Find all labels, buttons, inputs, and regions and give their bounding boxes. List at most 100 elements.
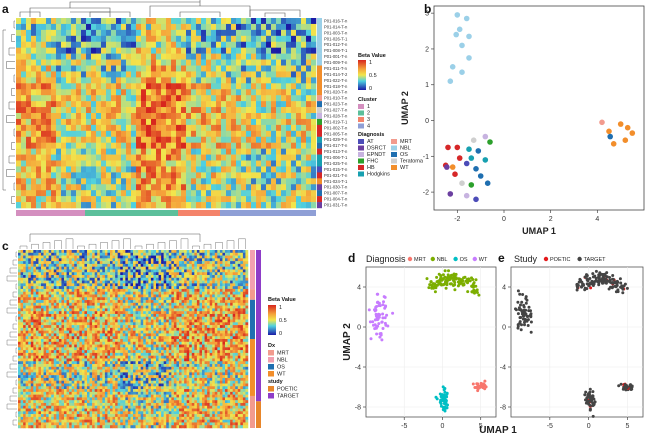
heatmap-cell — [71, 107, 77, 114]
heatmap-cell — [140, 311, 144, 315]
heatmap-cell — [38, 286, 42, 290]
heatmap-cell — [141, 47, 147, 54]
heatmap-cell — [61, 275, 65, 279]
heatmap-cell — [69, 277, 72, 281]
heatmap-cell — [230, 313, 233, 317]
heatmap-cell — [231, 148, 237, 155]
dendrogram-branch — [203, 244, 212, 249]
heatmap-cell — [79, 327, 83, 331]
heatmap-cell — [186, 113, 192, 120]
heatmap-cell — [53, 277, 57, 281]
heatmap-cell — [176, 184, 182, 191]
heatmap-cell — [225, 255, 228, 259]
heatmap-cell — [266, 101, 272, 108]
heatmap-cell — [74, 261, 78, 265]
heatmap-cell — [81, 166, 87, 173]
heatmap-cell — [51, 178, 57, 185]
heatmap-cell — [196, 130, 202, 138]
heatmap-cell — [122, 300, 126, 304]
heatmap-cell — [161, 71, 167, 78]
heatmap-cell — [311, 47, 317, 54]
heatmap-cell — [110, 258, 113, 262]
data-point — [456, 26, 463, 33]
heatmap-cell — [79, 311, 83, 315]
heatmap-cell — [214, 333, 218, 337]
heatmap-cell — [140, 283, 144, 287]
heatmap-cell — [112, 286, 116, 290]
heatmap-cell — [138, 250, 141, 254]
heatmap-cell — [92, 286, 95, 290]
heatmap-cell — [136, 107, 142, 114]
heatmap-cell — [20, 261, 24, 265]
heatmap-cell — [286, 178, 292, 185]
heatmap-cell — [43, 319, 47, 323]
heatmap-cell — [91, 154, 97, 161]
heatmap-cell — [36, 113, 42, 120]
heatmap-cell — [66, 250, 70, 254]
heatmap-cell — [145, 255, 149, 259]
heatmap-cell — [281, 29, 287, 37]
heatmap-cell — [227, 266, 231, 270]
heatmap-cell — [110, 311, 113, 315]
heatmap-cell — [301, 136, 307, 143]
heatmap-cell — [163, 311, 167, 315]
heatmap-cell — [163, 302, 167, 306]
heatmap-cell — [126, 83, 132, 90]
heatmap-cell — [256, 41, 262, 48]
heatmap-cell — [30, 336, 34, 340]
heatmap-cell — [18, 316, 21, 320]
heatmap-cell — [84, 266, 88, 270]
heatmap-cell — [104, 291, 108, 295]
heatmap-cell — [53, 327, 57, 331]
heatmap-cell — [204, 250, 208, 254]
heatmap-cell — [25, 300, 29, 304]
heatmap-cell — [219, 250, 223, 254]
heatmap-cell — [232, 294, 236, 298]
heatmap-cell — [138, 255, 141, 259]
heatmap-cell — [156, 266, 159, 270]
heatmap-cell — [66, 29, 72, 37]
heatmap-cell — [96, 148, 102, 155]
heatmap-cell — [148, 308, 152, 312]
heatmap-cell — [251, 18, 257, 25]
heatmap-cell — [201, 148, 207, 155]
heatmap-cell — [136, 172, 142, 179]
heatmap-cell — [46, 308, 49, 312]
heatmap-cell — [26, 41, 32, 48]
heatmap-cell — [246, 154, 252, 161]
heatmap-cell — [126, 95, 132, 102]
heatmap-cell — [143, 250, 147, 254]
heatmap-cell — [145, 252, 149, 256]
heatmap-cell — [150, 311, 154, 315]
heatmap-cell — [242, 255, 246, 259]
heatmap-cell — [199, 316, 203, 320]
heatmap-cell — [201, 83, 207, 90]
heatmap-cell — [51, 250, 55, 254]
heatmap-cell — [21, 154, 27, 161]
heatmap-cell — [158, 322, 162, 326]
heatmap-cell — [56, 118, 62, 126]
heatmap-cell — [141, 166, 147, 173]
heatmap-cell — [122, 333, 126, 337]
heatmap-cell — [36, 160, 42, 167]
heatmap-cell — [56, 53, 62, 60]
heatmap-cell — [181, 327, 185, 331]
heatmap-cell — [26, 142, 32, 149]
heatmap-cell — [115, 322, 118, 326]
heatmap-cell — [158, 316, 162, 320]
heatmap-cell — [91, 113, 97, 120]
heatmap-cell — [261, 160, 267, 167]
heatmap-cell — [51, 294, 55, 298]
heatmap-cell — [51, 322, 55, 326]
heatmap-cell — [166, 53, 172, 60]
heatmap-cell — [89, 325, 93, 329]
heatmap-cell — [281, 148, 287, 155]
heatmap-cell — [186, 330, 190, 334]
heatmap-cell — [41, 258, 44, 262]
heatmap-cell — [161, 297, 164, 301]
heatmap-cell — [31, 130, 37, 138]
heatmap-cell — [216, 118, 222, 126]
heatmap-cell — [266, 53, 272, 60]
heatmap-cell — [171, 184, 177, 191]
heatmap-cell — [107, 280, 111, 284]
